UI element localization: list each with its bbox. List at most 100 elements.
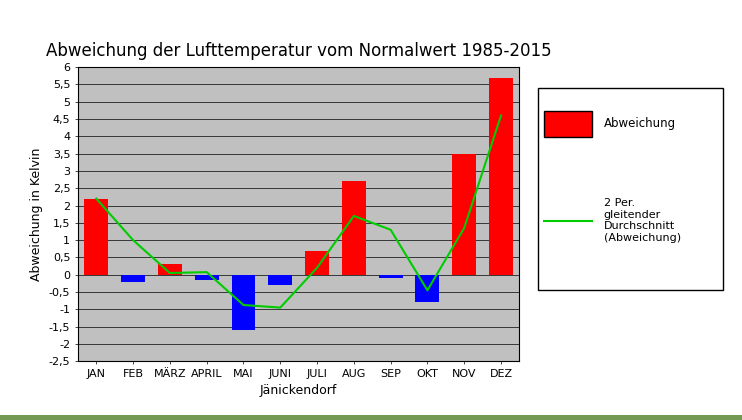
Bar xyxy=(0,417,742,419)
Bar xyxy=(0,418,742,420)
Bar xyxy=(0,417,742,419)
Bar xyxy=(0,418,742,420)
Bar xyxy=(0,417,742,419)
Bar xyxy=(0,416,742,418)
Bar xyxy=(0,417,742,419)
Bar xyxy=(0,416,742,418)
Bar xyxy=(0,416,742,418)
Bar xyxy=(0,416,742,418)
Bar xyxy=(0,417,742,419)
Bar xyxy=(232,275,255,330)
Bar xyxy=(0,417,742,419)
Bar xyxy=(0,416,742,418)
Bar xyxy=(0,416,742,418)
Bar xyxy=(0,416,742,418)
Bar xyxy=(0,417,742,419)
Bar xyxy=(0,416,742,418)
Bar xyxy=(0,418,742,420)
Bar xyxy=(305,250,329,275)
Bar xyxy=(0,417,742,419)
Bar xyxy=(0,417,742,419)
Bar xyxy=(0,417,742,419)
Bar xyxy=(0,416,742,418)
Bar xyxy=(0,417,742,419)
Bar xyxy=(0,417,742,419)
Bar xyxy=(342,181,366,275)
Bar xyxy=(0,417,742,420)
Bar xyxy=(0,417,742,420)
Bar xyxy=(0,417,742,419)
Bar xyxy=(0,417,742,419)
Bar xyxy=(0,417,742,419)
Bar xyxy=(0,417,742,419)
Bar xyxy=(0,418,742,420)
Bar xyxy=(0,416,742,418)
Bar xyxy=(0,417,742,419)
Bar xyxy=(0,418,742,420)
Bar xyxy=(0,417,742,420)
Bar xyxy=(0,418,742,420)
Bar xyxy=(0,417,742,420)
Bar xyxy=(0,417,742,419)
Bar xyxy=(0,417,742,420)
Bar xyxy=(0,417,742,420)
Bar xyxy=(0,416,742,418)
Bar xyxy=(269,275,292,285)
Bar xyxy=(0,417,742,420)
Bar xyxy=(0,417,742,420)
Bar xyxy=(0,416,742,418)
Bar xyxy=(0,417,742,420)
Bar xyxy=(0,417,742,419)
Bar xyxy=(0,416,742,418)
Bar xyxy=(0,417,742,420)
Bar xyxy=(0,417,742,419)
Bar xyxy=(0,417,742,419)
Bar xyxy=(0,417,742,419)
Bar xyxy=(0,417,742,419)
Bar xyxy=(0,416,742,418)
Bar xyxy=(0,417,742,419)
Bar xyxy=(0,417,742,419)
Bar xyxy=(0,416,742,418)
Bar xyxy=(0,416,742,418)
Bar xyxy=(0,417,742,419)
Bar xyxy=(0,417,742,419)
Bar xyxy=(0,417,742,419)
Bar xyxy=(0,418,742,420)
Bar xyxy=(0,417,742,420)
Bar xyxy=(0,416,742,418)
Bar xyxy=(0,416,742,418)
Bar xyxy=(453,154,476,275)
Bar xyxy=(0,416,742,418)
Bar xyxy=(416,275,439,302)
Bar xyxy=(0,417,742,419)
Bar xyxy=(0,417,742,419)
Bar xyxy=(0,416,742,418)
Bar xyxy=(0,416,742,418)
Bar xyxy=(0,416,742,418)
Bar xyxy=(0,418,742,420)
Bar xyxy=(0,417,742,420)
Bar xyxy=(0,417,742,419)
Bar xyxy=(0,417,742,420)
Bar xyxy=(0,417,742,420)
Bar xyxy=(0,417,742,419)
Bar xyxy=(0,417,742,419)
Bar xyxy=(0,416,742,418)
Bar xyxy=(0,416,742,418)
Bar xyxy=(544,111,592,136)
Bar xyxy=(0,417,742,419)
Bar xyxy=(0,416,742,418)
Bar xyxy=(0,416,742,418)
Bar xyxy=(0,416,742,418)
Bar xyxy=(0,417,742,420)
Text: Abweichung: Abweichung xyxy=(604,118,676,130)
Bar xyxy=(0,416,742,418)
Bar xyxy=(0,416,742,418)
Bar xyxy=(0,416,742,418)
Bar xyxy=(0,417,742,419)
Bar xyxy=(0,417,742,419)
Bar xyxy=(0,417,742,420)
Bar xyxy=(0,417,742,419)
Bar xyxy=(378,275,403,278)
